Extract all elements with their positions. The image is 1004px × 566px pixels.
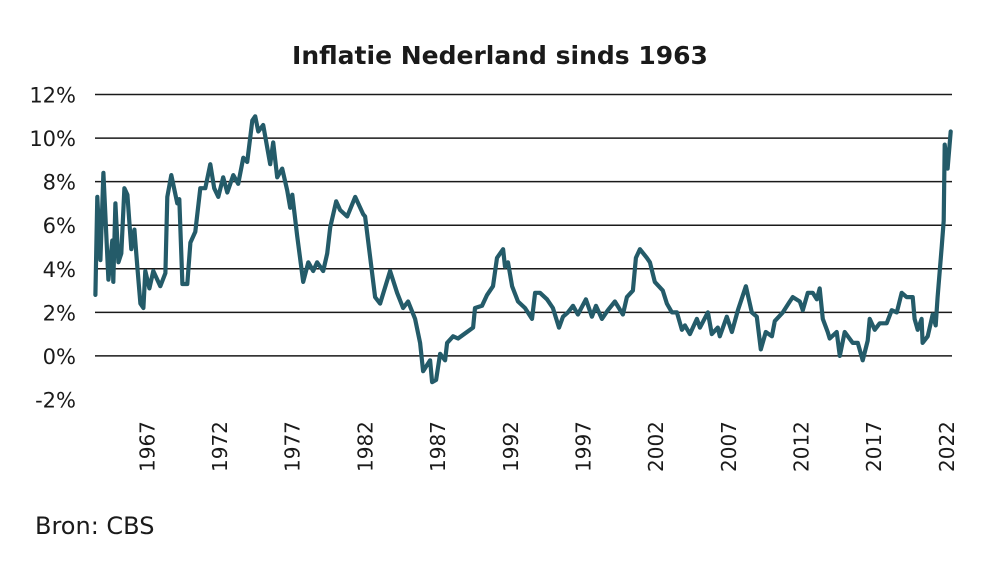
y-tick-label: 4% — [43, 258, 76, 282]
x-tick-label: 2017 — [862, 421, 886, 472]
x-tick-label: 2002 — [644, 421, 668, 472]
x-tick-label: 1972 — [208, 421, 232, 472]
y-tick-label: 6% — [43, 214, 76, 238]
x-tick-label: 1992 — [499, 421, 523, 472]
chart-title: Inflatie Nederland sinds 1963 — [292, 41, 708, 70]
y-tick-label: 12% — [29, 84, 76, 108]
x-tick-label: 1997 — [571, 421, 595, 472]
y-tick-label: 10% — [29, 127, 76, 151]
x-tick-label: 1987 — [426, 421, 450, 472]
x-tick-label: 1967 — [135, 421, 159, 472]
x-tick-label: 1982 — [353, 421, 377, 472]
x-tick-label: 1977 — [281, 421, 305, 472]
x-tick-label: 2007 — [717, 421, 741, 472]
y-tick-label: -2% — [35, 389, 76, 413]
source-note: Bron: CBS — [35, 512, 155, 540]
x-tick-label: 2022 — [935, 421, 959, 472]
y-tick-label: 0% — [43, 345, 76, 369]
x-tick-label: 2012 — [790, 421, 814, 472]
x-axis-ticks: 1967 1972 1977 1982 1987 1992 1997 2002 2007 2012… — [135, 421, 959, 472]
y-tick-label: 2% — [43, 301, 76, 325]
inflation-series-line — [93, 114, 953, 385]
y-axis-ticks: 12% 10% 8% 6% 4% 2% 0% -2% — [29, 84, 76, 413]
y-tick-label: 8% — [43, 171, 76, 195]
